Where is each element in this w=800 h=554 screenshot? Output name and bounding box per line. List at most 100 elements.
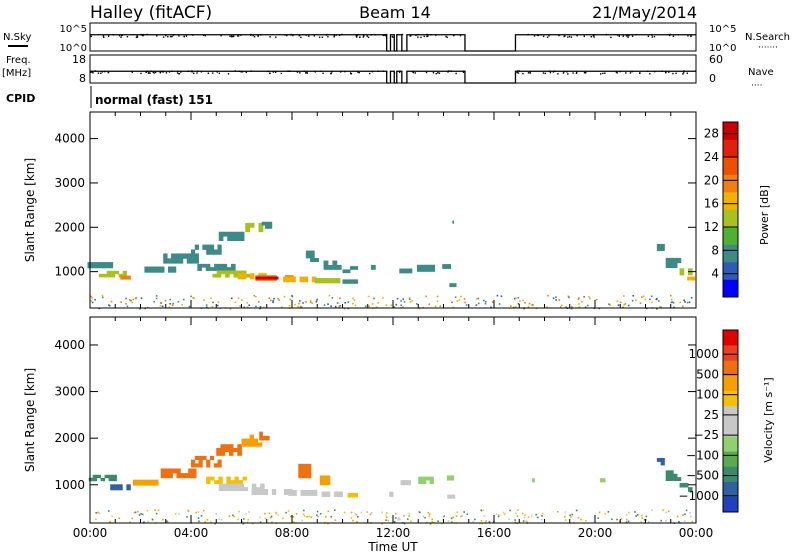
freq-dot [340, 71, 342, 73]
velocity-scatter-dot [248, 511, 250, 513]
power-scatter-dot [253, 294, 256, 297]
velocity-scatter-dot [521, 512, 524, 515]
power-scatter-dot [336, 302, 339, 304]
velocity-cell [188, 468, 193, 474]
velocity-cell [660, 457, 665, 462]
power-scatter-dot [297, 305, 299, 308]
power-scatter-dot [328, 294, 331, 297]
velocity-scatter-dot [647, 521, 650, 523]
power-scatter-dot [670, 298, 673, 301]
velocity-scatter-dot [564, 519, 567, 521]
power-scatter-dot [171, 304, 174, 307]
power-ylabel: Slant Range [km] [23, 158, 37, 262]
velocity-y-axis: 1000 2000 3000 4000 [54, 338, 696, 492]
power-scatter-dot [91, 296, 93, 299]
velocity-scatter-dot [138, 514, 141, 516]
velocity-cell [249, 442, 255, 447]
velocity-scatter-dot [146, 509, 149, 512]
velocity-scatter-dot [218, 518, 221, 520]
power-scatter-dot [190, 295, 192, 298]
power-scatter-dot [126, 305, 129, 308]
power-cell [205, 267, 211, 271]
velocity-cell [228, 451, 234, 456]
power-cell [679, 271, 685, 276]
x-tick-label: 16:00 [477, 526, 512, 540]
freq-dot [462, 70, 465, 72]
velocity-cell [235, 487, 240, 492]
power-cell [123, 275, 128, 280]
velocity-cell [192, 473, 197, 479]
nsky-dot [321, 36, 324, 38]
power-scatter-dot [458, 299, 461, 302]
freq-dot [554, 70, 556, 72]
power-cell [342, 269, 347, 274]
power-cell [299, 276, 305, 283]
velocity-cell [323, 480, 327, 486]
velocity-scatter-dot [504, 513, 506, 515]
power-cbar-tick-label: 12 [704, 220, 719, 234]
velocity-cell [245, 442, 250, 447]
nsky-dot [136, 36, 139, 38]
power-scatter-dot [334, 305, 337, 308]
velocity-cell [126, 484, 131, 491]
nsky-dot [284, 34, 286, 36]
power-cell [214, 263, 219, 268]
freq-dot [154, 71, 157, 74]
power-scatter-dot [192, 296, 194, 299]
velocity-cell [669, 470, 674, 475]
velocity-cell [245, 438, 250, 443]
nsky-dot [426, 35, 428, 38]
power-cell [122, 273, 128, 278]
freq-dot [178, 73, 180, 75]
freq-dot [382, 70, 385, 72]
velocity-cell [234, 480, 239, 485]
power-scatter-dot [460, 295, 462, 298]
power-cell [213, 249, 218, 255]
power-scatter-dot [255, 305, 257, 308]
power-cell [218, 267, 223, 271]
power-cell [231, 231, 237, 237]
power-cell [399, 268, 404, 274]
velocity-cell [259, 435, 263, 441]
velocity-scatter-dot [204, 520, 207, 523]
power-cell [327, 264, 333, 270]
nsky-dot [533, 35, 536, 37]
nsky-dot [593, 36, 595, 38]
velocity-ylabel: Slant Range [km] [23, 368, 37, 472]
nsky-dot [445, 35, 447, 38]
velocity-cell [298, 473, 303, 479]
nsky-dot [229, 35, 231, 38]
power-scatter-dot [382, 297, 384, 299]
velocity-scatter-dot [350, 517, 353, 519]
velocity-cbar-swatch [723, 360, 738, 376]
power-cell [250, 273, 255, 280]
power-scatter-dot [101, 294, 104, 297]
power-cbar-tick-label: 8 [711, 243, 719, 257]
velocity-scatter-dot [497, 515, 500, 518]
freq-dot [398, 71, 401, 73]
velocity-cell [220, 451, 226, 456]
power-scatter-dot [243, 306, 246, 308]
velocity-scatter-dot [140, 513, 142, 515]
velocity-scatter-dot [242, 522, 245, 525]
freq-dot [287, 70, 289, 72]
velocity-scatter-dot [398, 518, 401, 521]
power-cell [191, 249, 196, 255]
power-cell [258, 227, 264, 233]
velocity-scatter-dot [466, 513, 469, 515]
nsky-dot [142, 34, 145, 36]
freq-dot [238, 70, 241, 73]
nsky-dot [542, 35, 545, 38]
velocity-cell [216, 451, 221, 456]
velocity-scatter-dot [245, 512, 247, 515]
freq-dot [629, 72, 632, 74]
power-scatter-dot [560, 306, 562, 308]
velocity-scatter-dot [455, 515, 458, 517]
power-cell [314, 278, 320, 284]
power-cell [206, 244, 211, 250]
velocity-scatter-dot [232, 514, 234, 517]
velocity-scatter-dot [569, 514, 571, 517]
power-scatter-dot [139, 307, 141, 310]
velocity-scatter-dot [431, 520, 434, 523]
velocity-cbar-swatch [723, 405, 738, 422]
